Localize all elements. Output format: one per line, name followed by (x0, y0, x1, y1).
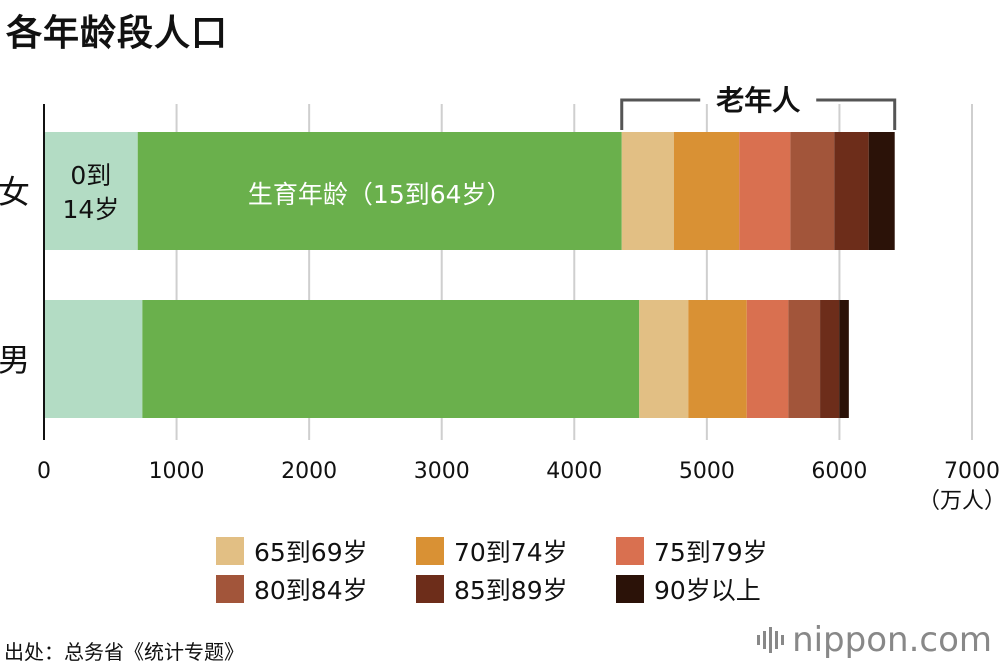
x-tick-label: 0 (37, 459, 51, 484)
legend-label: 75到79岁 (654, 538, 768, 567)
y-tick-labels: 女男 (0, 173, 30, 379)
in-bar-labels: 0到 14岁 生育年龄（15到64岁） (62, 161, 511, 224)
legend-item: 90岁以上 (616, 570, 816, 608)
x-tick-label: 7000 (944, 459, 1000, 484)
bar-segment (820, 300, 840, 418)
legend-item: 65到69岁 (216, 532, 416, 570)
bar-segment (142, 300, 640, 418)
legend-swatch (416, 575, 444, 603)
bracket-line-right (816, 98, 897, 130)
legend-row: 65到69岁 70到74岁 75到79岁 (216, 532, 816, 570)
bar-segment (790, 132, 835, 250)
bar-segment (639, 300, 689, 418)
legend-item: 80到84岁 (216, 570, 416, 608)
legend-item: 75到79岁 (616, 532, 816, 570)
bar-segment (746, 300, 789, 418)
y-category-label: 女 (0, 173, 30, 211)
x-tick-label: 2000 (281, 459, 337, 484)
legend-label: 80到84岁 (254, 576, 368, 605)
brand-logo: nippon.com (757, 620, 992, 660)
legend-swatch (616, 575, 644, 603)
x-tick-label: 1000 (149, 459, 205, 484)
x-tick-label: 3000 (414, 459, 470, 484)
legend-item: 85到89岁 (416, 570, 616, 608)
bar-segment (673, 132, 740, 250)
bracket-label: 老年人 (716, 84, 800, 117)
bar-segment (621, 132, 674, 250)
x-tick-labels: 0 1000 2000 3000 4000 5000 6000 7000 (37, 459, 1000, 484)
bar-segment (688, 300, 747, 418)
y-category-label: 男 (0, 341, 30, 379)
legend-label: 90岁以上 (654, 576, 761, 605)
bar-segments (44, 132, 895, 418)
x-tick-label: 5000 (679, 459, 735, 484)
bar-segment (834, 132, 869, 250)
x-tick-label: 4000 (546, 459, 602, 484)
legend-row: 80到84岁 85到89岁 90岁以上 (216, 570, 816, 608)
brand-text: nippon.com (792, 620, 992, 660)
bar-segment (788, 300, 821, 418)
bar-segment (868, 132, 895, 250)
legend-label: 65到69岁 (254, 538, 368, 567)
legend-swatch (416, 537, 444, 565)
bar-segment (44, 300, 143, 418)
bar-segment (44, 132, 138, 250)
source-note: 出处：总务省《统计专题》 (4, 640, 244, 664)
bar-segment (839, 300, 849, 418)
x-tick-label: 6000 (811, 459, 867, 484)
bar-segment (739, 132, 791, 250)
page-title: 各年龄段人口 (6, 13, 229, 54)
brand-bars-icon (757, 627, 785, 653)
legend-item: 70到74岁 (416, 532, 616, 570)
x-axis-unit: （万人） (918, 489, 1000, 514)
elderly-bracket: 老年人 (620, 84, 897, 130)
legend-swatch (216, 537, 244, 565)
children-label-line1: 0到 (70, 161, 111, 190)
legend-label: 85到89岁 (454, 576, 568, 605)
legend-swatch (216, 575, 244, 603)
legend: 65到69岁 70到74岁 75到79岁 80到84岁 85到89岁 90岁以上 (216, 532, 816, 608)
legend-label: 70到74岁 (454, 538, 568, 567)
bar-segment (137, 132, 622, 250)
legend-swatch (616, 537, 644, 565)
working-age-label: 生育年龄（15到64岁） (248, 180, 512, 209)
bracket-line-left (620, 98, 701, 130)
children-label-line2: 14岁 (62, 195, 119, 224)
